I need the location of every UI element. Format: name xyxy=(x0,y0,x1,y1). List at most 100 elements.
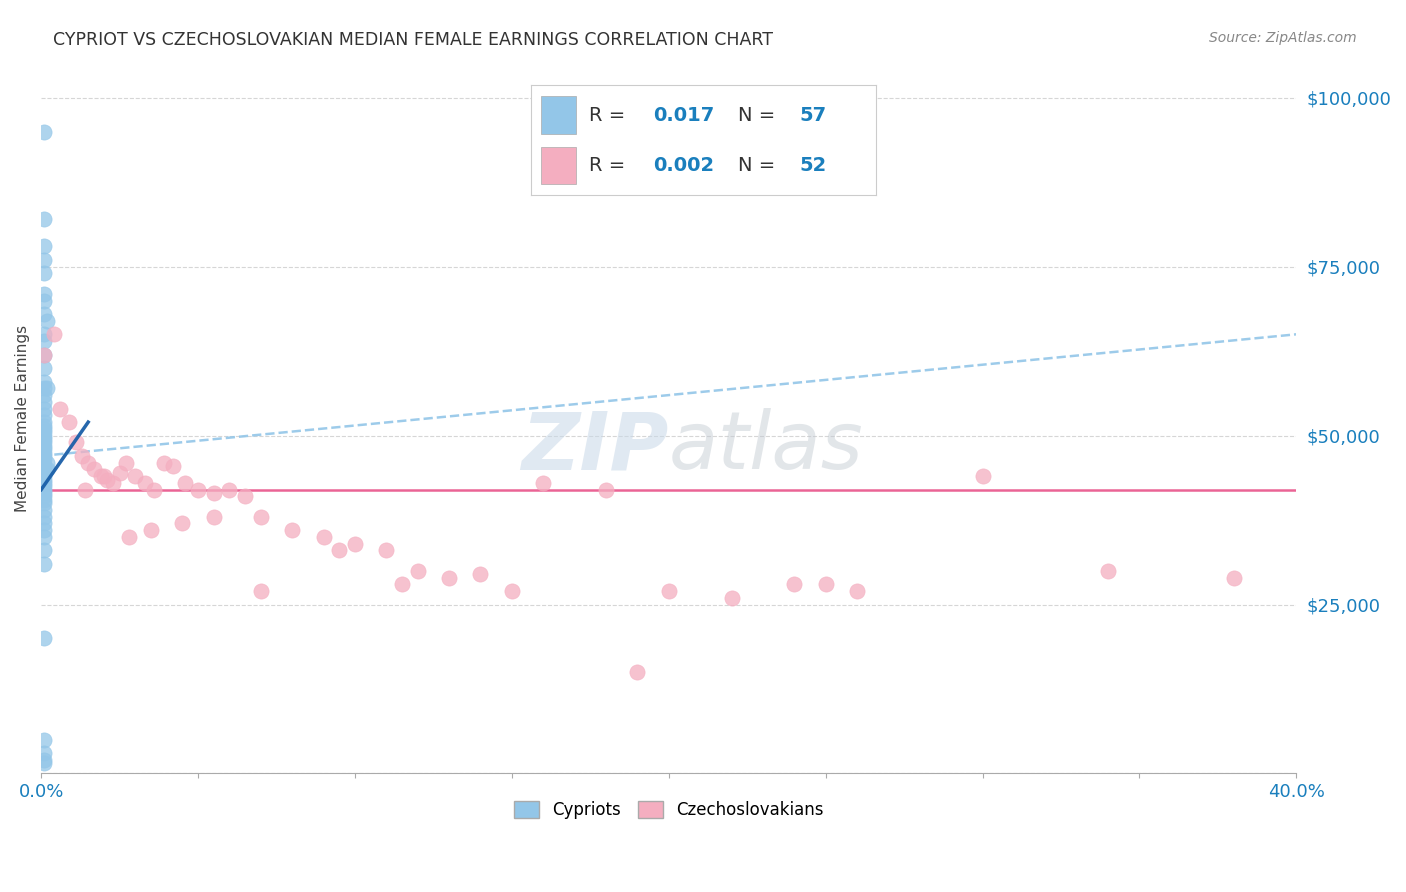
Point xyxy=(1097,564,1119,578)
Point xyxy=(32,401,55,416)
Point xyxy=(115,456,138,470)
Point xyxy=(32,732,55,747)
Point xyxy=(32,388,55,402)
Point xyxy=(814,577,837,591)
Point xyxy=(470,567,492,582)
Point xyxy=(437,570,460,584)
Point xyxy=(174,475,197,490)
Point xyxy=(32,746,55,760)
Point xyxy=(32,334,55,348)
Point xyxy=(162,458,184,473)
Point xyxy=(134,475,156,490)
Point xyxy=(32,347,55,361)
Point xyxy=(202,486,225,500)
Point xyxy=(37,462,59,476)
Point xyxy=(32,428,55,442)
Point xyxy=(32,252,55,267)
Point xyxy=(65,435,87,450)
Point xyxy=(42,327,65,342)
Point xyxy=(32,415,55,429)
Point xyxy=(328,543,350,558)
Point xyxy=(281,523,304,537)
Point xyxy=(96,473,118,487)
Point xyxy=(103,475,125,490)
Point xyxy=(32,375,55,389)
Point xyxy=(233,490,256,504)
Point xyxy=(32,756,55,771)
Point xyxy=(32,516,55,531)
Text: Source: ZipAtlas.com: Source: ZipAtlas.com xyxy=(1209,31,1357,45)
Point xyxy=(32,395,55,409)
Point xyxy=(90,469,112,483)
Point xyxy=(343,537,366,551)
Point xyxy=(32,422,55,436)
Point xyxy=(37,456,59,470)
Point xyxy=(108,466,131,480)
Point xyxy=(32,442,55,457)
Point xyxy=(58,415,80,429)
Point xyxy=(152,456,174,470)
Point xyxy=(391,577,413,591)
Point xyxy=(32,557,55,571)
Point xyxy=(32,327,55,342)
Point xyxy=(118,530,141,544)
Point xyxy=(139,523,162,537)
Point xyxy=(202,509,225,524)
Point xyxy=(658,584,681,599)
Point xyxy=(531,475,554,490)
Point xyxy=(595,483,617,497)
Point xyxy=(37,381,59,395)
Point xyxy=(249,509,271,524)
Point xyxy=(312,530,335,544)
Point xyxy=(375,543,398,558)
Point xyxy=(32,125,55,139)
Point xyxy=(143,483,166,497)
Point xyxy=(720,591,742,605)
Point xyxy=(32,452,55,467)
Point xyxy=(32,490,55,504)
Point xyxy=(32,543,55,558)
Point xyxy=(32,439,55,453)
Point xyxy=(32,486,55,500)
Legend: Cypriots, Czechoslovakians: Cypriots, Czechoslovakians xyxy=(508,794,830,825)
Point xyxy=(32,267,55,281)
Point xyxy=(32,503,55,517)
Point xyxy=(32,293,55,308)
Point xyxy=(32,475,55,490)
Point xyxy=(32,418,55,433)
Point xyxy=(77,456,100,470)
Point xyxy=(32,632,55,646)
Point xyxy=(172,516,194,531)
Text: CYPRIOT VS CZECHOSLOVAKIAN MEDIAN FEMALE EARNINGS CORRELATION CHART: CYPRIOT VS CZECHOSLOVAKIAN MEDIAN FEMALE… xyxy=(53,31,773,49)
Point xyxy=(32,425,55,440)
Point xyxy=(32,409,55,423)
Point xyxy=(32,473,55,487)
Point xyxy=(124,469,146,483)
Point xyxy=(83,462,105,476)
Point xyxy=(32,432,55,446)
Text: atlas: atlas xyxy=(669,409,863,486)
Point xyxy=(32,307,55,321)
Point xyxy=(406,564,429,578)
Point xyxy=(626,665,648,679)
Point xyxy=(32,381,55,395)
Point xyxy=(1222,570,1244,584)
Point xyxy=(783,577,806,591)
Point xyxy=(846,584,869,599)
Text: ZIP: ZIP xyxy=(522,409,669,486)
Point xyxy=(32,469,55,483)
Point xyxy=(70,449,93,463)
Point xyxy=(93,469,115,483)
Point xyxy=(37,314,59,328)
Point xyxy=(32,509,55,524)
Point xyxy=(972,469,994,483)
Point xyxy=(32,496,55,510)
Point xyxy=(218,483,240,497)
Point xyxy=(32,479,55,493)
Point xyxy=(32,361,55,376)
Point xyxy=(501,584,523,599)
Point xyxy=(32,212,55,227)
Point xyxy=(32,286,55,301)
Point xyxy=(32,449,55,463)
Point xyxy=(249,584,271,599)
